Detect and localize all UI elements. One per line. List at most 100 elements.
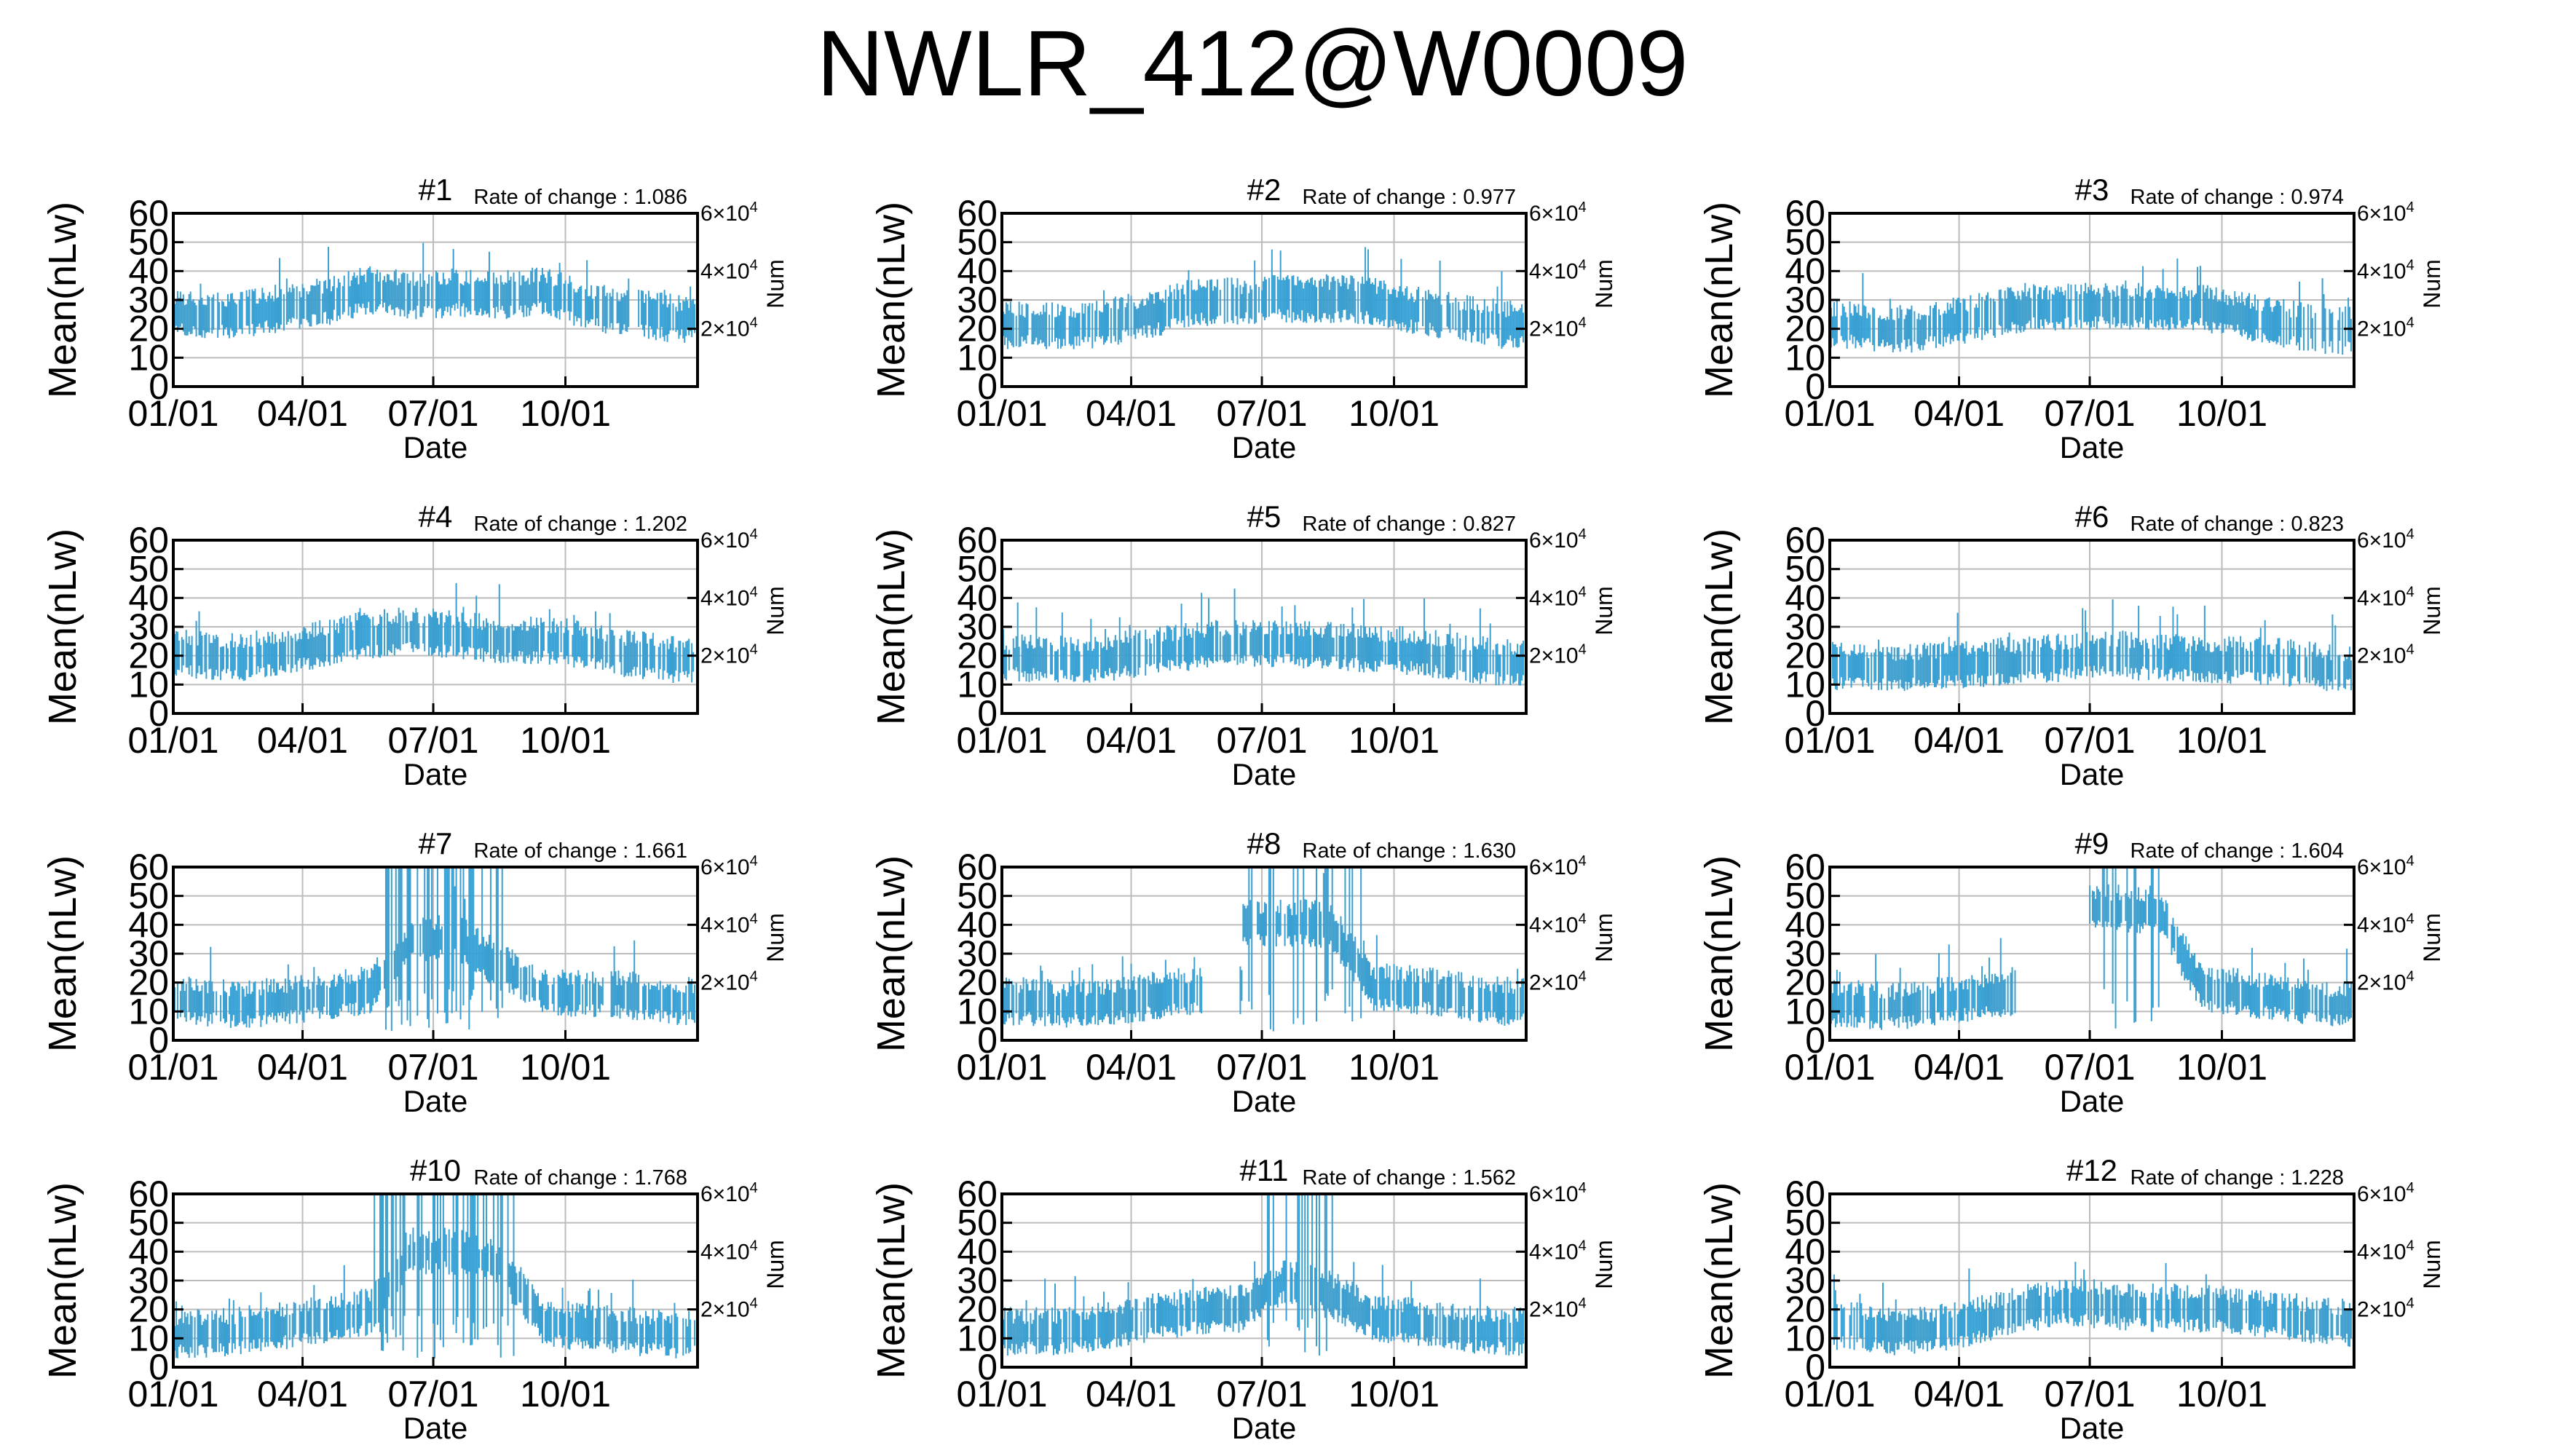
series-7 <box>173 867 696 1032</box>
series-9 <box>1830 867 2353 1030</box>
y-tick-label: 10 <box>1785 991 1825 1032</box>
y-tick-label: 10 <box>957 1318 998 1358</box>
x-tick-label: 07/01 <box>2044 1374 2135 1415</box>
panel-title: #9 <box>2075 826 2109 860</box>
y2-tick-label: 2×104 <box>2357 315 2414 341</box>
y2-tick-exponent: 4 <box>2406 526 2414 542</box>
y2-tick-exponent: 4 <box>1579 584 1587 600</box>
rate-of-change-label: Rate of change : 1.630 <box>1303 839 1516 863</box>
panel-title: #2 <box>1247 173 1282 207</box>
x-tick-label: 07/01 <box>387 720 478 761</box>
y2-tick-exponent: 4 <box>750 1296 758 1312</box>
y-tick-label: 10 <box>1785 337 1825 378</box>
x-axis-label: Date <box>1232 1084 1297 1118</box>
y-tick-label: 10 <box>128 337 169 378</box>
y2-tick-exponent: 4 <box>1579 911 1587 927</box>
y-axis-label: Mean(nLw) <box>869 1182 913 1379</box>
y2-tick-exponent: 4 <box>1579 257 1587 273</box>
y2-tick-exponent: 4 <box>2406 911 2414 927</box>
y-tick-label: 50 <box>957 1203 998 1243</box>
y2-tick-label: 6×104 <box>1529 526 1587 553</box>
panel-title: #11 <box>1240 1153 1289 1187</box>
y-tick-label: 0 <box>977 1020 998 1061</box>
x-tick-label: 01/01 <box>1784 393 1875 434</box>
x-tick-label: 07/01 <box>387 1374 478 1415</box>
y-tick-label: 60 <box>1785 847 1825 887</box>
y-tick-label: 50 <box>957 222 998 263</box>
x-tick-label: 10/01 <box>520 1047 611 1088</box>
rate-of-change-label: Rate of change : 1.768 <box>474 1166 687 1190</box>
y-tick-label: 10 <box>957 991 998 1032</box>
rate-of-change-label: Rate of change : 1.604 <box>2131 839 2344 863</box>
y-tick-label: 40 <box>957 250 998 291</box>
y-tick-label: 50 <box>128 549 169 590</box>
y-tick-label: 50 <box>957 876 998 917</box>
y2-axis-label: Num <box>762 259 789 309</box>
x-axis-label: Date <box>403 1411 468 1445</box>
x-tick-label: 10/01 <box>1348 1047 1440 1088</box>
y-tick-label: 10 <box>128 664 169 705</box>
x-tick-label: 07/01 <box>387 393 478 434</box>
page-title: NWLR_412@W0009 <box>816 12 1689 116</box>
y-tick-label: 20 <box>1785 1289 1825 1330</box>
y-tick-label: 30 <box>1785 606 1825 647</box>
y2-tick-label: 2×104 <box>1529 642 1587 668</box>
y-tick-label: 10 <box>1785 1318 1825 1358</box>
y-tick-label: 30 <box>128 606 169 647</box>
series-10 <box>173 1194 696 1359</box>
y2-tick-exponent: 4 <box>750 257 758 273</box>
y2-axis-label: Num <box>2419 259 2445 309</box>
rate-of-change-label: Rate of change : 1.086 <box>474 186 687 209</box>
y-tick-label: 0 <box>149 693 169 734</box>
y-tick-label: 10 <box>957 337 998 378</box>
rate-of-change-label: Rate of change : 1.562 <box>1303 1166 1516 1190</box>
y-tick-label: 60 <box>1785 520 1825 561</box>
y2-tick-label: 4×104 <box>700 1238 758 1264</box>
y2-axis-label: Num <box>2419 1240 2445 1289</box>
x-tick-label: 10/01 <box>520 720 611 761</box>
y-tick-label: 50 <box>1785 549 1825 590</box>
y-axis-label: Mean(nLw) <box>1697 202 1741 398</box>
x-tick-label: 01/01 <box>127 1047 218 1088</box>
y2-tick-exponent: 4 <box>2406 199 2414 215</box>
y2-tick-label: 6×104 <box>700 1180 758 1206</box>
y-tick-label: 40 <box>128 250 169 291</box>
x-tick-label: 04/01 <box>257 393 348 434</box>
y-tick-label: 60 <box>128 520 169 561</box>
y2-tick-exponent: 4 <box>750 1180 758 1196</box>
x-tick-label: 07/01 <box>2044 393 2135 434</box>
x-axis-label: Date <box>1232 757 1297 791</box>
y-tick-label: 0 <box>977 366 998 407</box>
x-tick-label: 04/01 <box>1914 1374 2005 1415</box>
y-tick-label: 40 <box>1785 1231 1825 1272</box>
x-tick-label: 07/01 <box>1216 1047 1307 1088</box>
y2-tick-label: 6×104 <box>2357 853 2414 879</box>
x-tick-label: 07/01 <box>2044 720 2135 761</box>
y2-tick-label: 6×104 <box>1529 1180 1587 1206</box>
x-tick-label: 04/01 <box>1914 1047 2005 1088</box>
y-tick-label: 30 <box>128 1260 169 1301</box>
y2-tick-exponent: 4 <box>2406 853 2414 869</box>
y2-tick-exponent: 4 <box>2406 1296 2414 1312</box>
panel-title: #12 <box>2066 1153 2117 1187</box>
y-tick-label: 50 <box>128 876 169 917</box>
x-tick-label: 01/01 <box>1784 720 1875 761</box>
y2-tick-exponent: 4 <box>750 199 758 215</box>
x-tick-label: 04/01 <box>1086 393 1177 434</box>
x-tick-label: 04/01 <box>1086 720 1177 761</box>
x-tick-label: 07/01 <box>1216 720 1307 761</box>
y2-tick-label: 4×104 <box>2357 911 2414 937</box>
y-tick-label: 10 <box>1785 664 1825 705</box>
y2-tick-exponent: 4 <box>750 642 758 658</box>
y-tick-label: 30 <box>1785 1260 1825 1301</box>
y-tick-label: 0 <box>1805 1020 1825 1061</box>
y-tick-label: 30 <box>957 606 998 647</box>
x-axis-label: Date <box>2060 1084 2125 1118</box>
panel-title: #5 <box>1247 499 1282 534</box>
